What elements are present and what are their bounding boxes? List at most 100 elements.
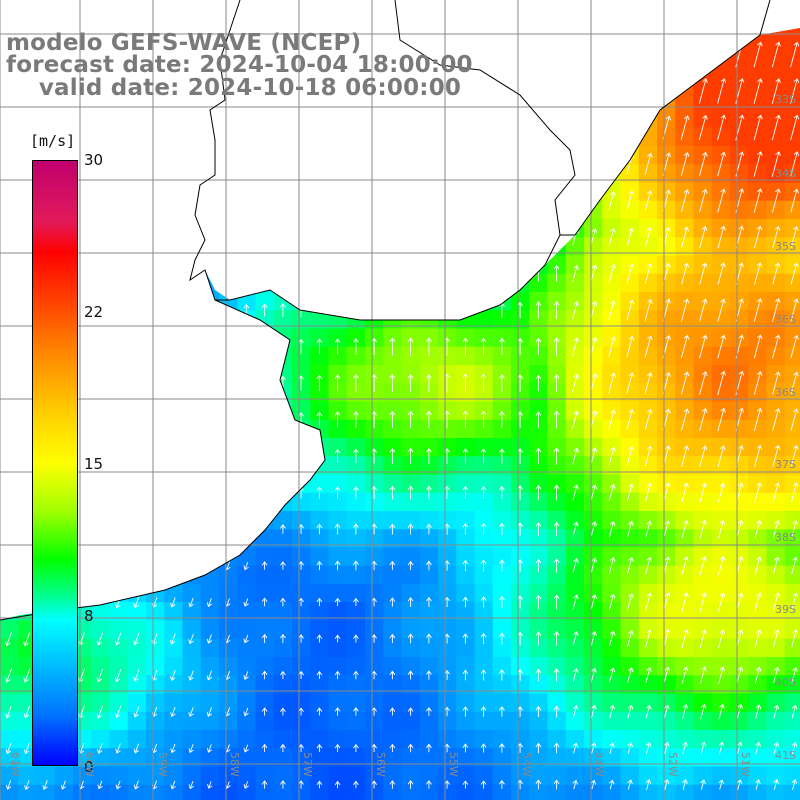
wind-speed-cell — [237, 657, 257, 676]
wind-speed-cell — [693, 511, 713, 530]
wind-arrow — [316, 670, 323, 680]
wind-speed-cell — [328, 602, 348, 622]
wind-speed-cell — [766, 547, 786, 567]
wind-speed-cell — [292, 711, 311, 731]
wind-speed-cell — [91, 657, 111, 676]
wind-speed-cell — [748, 127, 768, 147]
wind-arrow — [207, 781, 213, 789]
colorbar-unit: [m/s] — [30, 132, 76, 150]
wind-speed-cell — [638, 584, 658, 603]
wind-speed-cell — [638, 255, 658, 275]
wind-arrow — [572, 668, 579, 682]
wind-speed-cell — [365, 784, 384, 800]
wind-speed-cell — [784, 200, 800, 220]
wind-speed-cell — [784, 273, 800, 293]
wind-speed-cell — [237, 784, 257, 800]
wind-arrow — [316, 743, 323, 752]
wind-speed-cell — [547, 492, 567, 512]
lat-label: 35S — [775, 240, 796, 253]
wind-speed-cell — [730, 711, 749, 731]
wind-arrow — [572, 779, 578, 790]
wind-speed-cell — [730, 456, 749, 476]
wind-speed-cell — [547, 711, 567, 731]
wind-arrow — [754, 262, 763, 285]
wind-arrow — [680, 371, 690, 395]
wind-speed-cell — [638, 474, 658, 494]
wind-speed-cell — [620, 529, 640, 549]
wind-speed-cell — [529, 675, 549, 695]
wind-speed-cell — [511, 438, 530, 457]
wind-arrow — [480, 522, 487, 536]
wind-speed-cell — [419, 383, 439, 403]
wind-speed-cell — [419, 346, 439, 366]
wind-arrow — [261, 561, 268, 570]
wind-arrow — [535, 705, 542, 717]
wind-speed-cell — [346, 529, 366, 549]
wind-arrow — [188, 597, 194, 608]
wind-speed-cell — [784, 748, 800, 768]
wind-speed-cell — [657, 127, 676, 147]
wind-speed-cell — [766, 383, 786, 403]
wind-speed-cell — [748, 711, 768, 731]
wind-speed-cell — [438, 456, 457, 476]
wind-speed-cell — [547, 310, 567, 330]
wind-arrow — [188, 744, 194, 754]
wind-speed-cell — [711, 693, 731, 713]
wind-speed-cell — [346, 401, 366, 421]
wind-arrow — [133, 596, 140, 609]
wind-arrow — [681, 520, 689, 538]
wind-arrow — [699, 482, 708, 503]
wind-speed-cell — [200, 638, 220, 658]
wind-arrow — [771, 151, 781, 177]
wind-speed-cell — [438, 438, 457, 457]
wind-speed-cell — [456, 529, 476, 549]
wind-speed-cell — [146, 638, 165, 658]
wind-speed-cell — [565, 237, 585, 257]
wind-speed-cell — [620, 638, 640, 658]
wind-speed-cell — [602, 219, 622, 238]
wind-arrow — [426, 633, 432, 644]
wind-speed-cell — [657, 511, 676, 530]
wind-speed-cell — [109, 602, 129, 622]
wind-speed-cell — [127, 784, 147, 800]
wind-arrow — [353, 780, 359, 789]
wind-speed-cell — [0, 711, 19, 731]
wind-speed-cell — [365, 602, 384, 622]
wind-speed-cell — [547, 638, 567, 658]
wind-arrow — [334, 448, 341, 463]
wind-speed-cell — [784, 602, 800, 622]
wind-speed-cell — [766, 492, 786, 512]
wind-speed-cell — [456, 693, 476, 713]
wind-speed-cell — [547, 474, 567, 494]
wind-speed-cell — [657, 693, 676, 713]
wind-speed-cell — [730, 346, 749, 366]
wind-speed-cell — [383, 401, 403, 421]
wind-speed-cell — [511, 383, 530, 403]
wind-speed-cell — [492, 401, 512, 421]
wind-speed-cell — [292, 529, 311, 549]
wind-speed-cell — [748, 383, 768, 403]
wind-speed-cell — [182, 766, 202, 786]
wind-speed-cell — [584, 273, 603, 293]
wind-speed-cell — [675, 693, 695, 713]
wind-arrow — [96, 705, 104, 719]
wind-speed-cell — [730, 730, 749, 749]
wind-arrow — [699, 370, 708, 395]
wind-arrow — [334, 597, 341, 607]
wind-speed-cell — [693, 711, 713, 731]
wind-speed-cell — [711, 438, 731, 457]
wind-speed-cell — [565, 675, 585, 695]
wind-arrow — [663, 778, 670, 791]
wind-speed-cell — [620, 182, 640, 202]
lat-label: 39S — [775, 603, 796, 616]
wind-speed-cell — [383, 766, 403, 786]
wind-speed-cell — [182, 602, 202, 622]
wind-arrow — [261, 743, 268, 753]
lon-label: 55W — [447, 752, 460, 777]
wind-speed-cell — [109, 784, 129, 800]
wind-speed-cell — [657, 474, 676, 494]
wind-speed-cell — [219, 657, 238, 676]
wind-speed-cell — [657, 255, 676, 275]
wind-speed-cell — [219, 675, 238, 695]
wind-arrow — [754, 444, 763, 468]
